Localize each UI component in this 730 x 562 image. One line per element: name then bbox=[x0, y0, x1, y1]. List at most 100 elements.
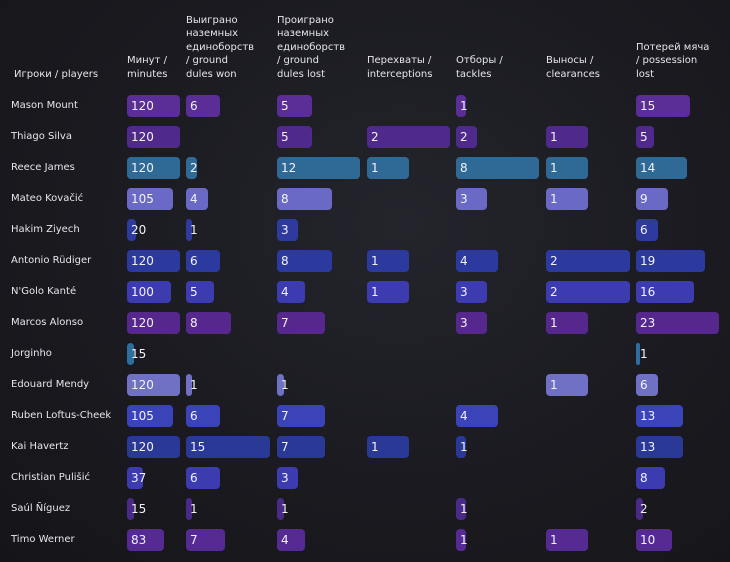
value-label-possession_lost: 19 bbox=[640, 254, 656, 268]
player-name: Antonio Rüdiger bbox=[11, 255, 92, 266]
value-label-interceptions: 1 bbox=[371, 161, 379, 175]
player-name: Thiago Silva bbox=[11, 131, 72, 142]
bar-minutes bbox=[127, 436, 180, 458]
bar-interceptions bbox=[367, 281, 409, 303]
player-name: Hakim Ziyech bbox=[11, 224, 80, 235]
value-label-ground_lost: 1 bbox=[281, 378, 289, 392]
bar-minutes bbox=[127, 405, 174, 427]
value-label-ground_won: 6 bbox=[190, 254, 198, 268]
bar-possession_lost bbox=[636, 529, 673, 551]
bar-tackles bbox=[456, 188, 488, 210]
value-label-ground_lost: 3 bbox=[281, 471, 289, 485]
column-header-clearances: Выносы / clearances bbox=[546, 54, 600, 81]
value-label-clearances: 1 bbox=[550, 192, 558, 206]
bar-interceptions bbox=[367, 436, 409, 458]
value-label-clearances: 2 bbox=[550, 254, 558, 268]
column-header-line: clearances bbox=[546, 68, 600, 80]
bar-interceptions bbox=[367, 250, 409, 272]
bar-possession_lost bbox=[636, 157, 687, 179]
value-label-clearances: 1 bbox=[550, 378, 558, 392]
value-label-possession_lost: 13 bbox=[640, 440, 656, 454]
value-label-tackles: 8 bbox=[460, 161, 468, 175]
column-header-line: dules won bbox=[186, 68, 237, 80]
bar-minutes bbox=[127, 188, 174, 210]
value-label-tackles: 3 bbox=[460, 192, 468, 206]
value-label-ground_won: 6 bbox=[190, 409, 198, 423]
bar-ground_lost bbox=[277, 126, 312, 148]
value-label-minutes: 120 bbox=[131, 378, 154, 392]
column-header-line: наземных bbox=[277, 28, 330, 39]
column-header-line: единоборств bbox=[277, 41, 346, 53]
value-label-minutes: 100 bbox=[131, 285, 154, 299]
column-header-line: Выиграно bbox=[186, 14, 238, 26]
value-label-ground_lost: 7 bbox=[281, 409, 289, 423]
bar-ground_won bbox=[186, 188, 209, 210]
column-header-possession_lost: Потерей мяча / possession lost bbox=[636, 41, 709, 82]
player-name: Mason Mount bbox=[11, 100, 78, 111]
value-label-tackles: 1 bbox=[460, 99, 468, 113]
value-label-ground_lost: 7 bbox=[281, 316, 289, 330]
value-label-possession_lost: 9 bbox=[640, 192, 648, 206]
bar-possession_lost bbox=[636, 312, 719, 334]
bar-tackles bbox=[456, 405, 498, 427]
value-label-possession_lost: 6 bbox=[640, 378, 648, 392]
bar-ground_won bbox=[186, 436, 270, 458]
bar-ground_won bbox=[186, 219, 192, 241]
value-label-minutes: 83 bbox=[131, 533, 147, 547]
value-label-possession_lost: 1 bbox=[640, 347, 648, 361]
bar-ground_lost bbox=[277, 312, 326, 334]
player-name: Kai Havertz bbox=[11, 441, 69, 452]
value-label-possession_lost: 16 bbox=[640, 285, 656, 299]
value-label-ground_won: 8 bbox=[190, 316, 198, 330]
bar-possession_lost bbox=[636, 188, 669, 210]
value-label-ground_won: 7 bbox=[190, 533, 198, 547]
value-label-ground_won: 1 bbox=[190, 223, 198, 237]
value-label-clearances: 1 bbox=[550, 533, 558, 547]
bar-tackles bbox=[456, 250, 498, 272]
value-label-ground_won: 2 bbox=[190, 161, 198, 175]
value-label-ground_lost: 12 bbox=[281, 161, 297, 175]
bar-ground_lost bbox=[277, 95, 312, 117]
bar-possession_lost bbox=[636, 374, 658, 396]
value-label-tackles: 3 bbox=[460, 285, 468, 299]
value-label-minutes: 120 bbox=[131, 130, 154, 144]
bar-tackles bbox=[456, 157, 539, 179]
value-label-possession_lost: 10 bbox=[640, 533, 656, 547]
column-header-line: Проиграно bbox=[277, 14, 334, 26]
value-label-possession_lost: 13 bbox=[640, 409, 656, 423]
bar-ground_lost bbox=[277, 405, 326, 427]
row-header-label: Игроки / players bbox=[14, 69, 99, 80]
bar-ground_won bbox=[186, 250, 220, 272]
bar-ground_lost bbox=[277, 157, 360, 179]
value-label-ground_lost: 5 bbox=[281, 99, 289, 113]
value-label-tackles: 1 bbox=[460, 502, 468, 516]
bar-clearances bbox=[546, 529, 588, 551]
bar-possession_lost bbox=[636, 436, 683, 458]
player-name: Reece James bbox=[11, 162, 75, 173]
bar-possession_lost bbox=[636, 95, 691, 117]
value-label-ground_won: 5 bbox=[190, 285, 198, 299]
value-label-ground_won: 1 bbox=[190, 502, 198, 516]
player-name: N'Golo Kanté bbox=[11, 286, 77, 297]
bar-tackles bbox=[456, 126, 477, 148]
value-label-ground_lost: 4 bbox=[281, 285, 289, 299]
value-label-ground_lost: 8 bbox=[281, 254, 289, 268]
bar-minutes bbox=[127, 250, 180, 272]
player-name: Marcos Alonso bbox=[11, 317, 84, 328]
bar-ground_lost bbox=[277, 529, 305, 551]
value-label-tackles: 1 bbox=[460, 440, 468, 454]
value-label-ground_won: 6 bbox=[190, 99, 198, 113]
column-header-minutes: Минут / minutes bbox=[127, 54, 167, 81]
value-label-ground_lost: 1 bbox=[281, 502, 289, 516]
value-label-minutes: 20 bbox=[131, 223, 147, 237]
value-label-ground_lost: 7 bbox=[281, 440, 289, 454]
column-header-line: Перехваты / bbox=[367, 55, 432, 66]
player-name: Saúl Ñíguez bbox=[11, 503, 71, 514]
bar-minutes bbox=[127, 529, 164, 551]
bar-tackles bbox=[456, 436, 467, 458]
bar-tackles bbox=[456, 312, 488, 334]
value-label-ground_lost: 5 bbox=[281, 130, 289, 144]
value-label-minutes: 120 bbox=[131, 316, 154, 330]
value-label-minutes: 37 bbox=[131, 471, 147, 485]
